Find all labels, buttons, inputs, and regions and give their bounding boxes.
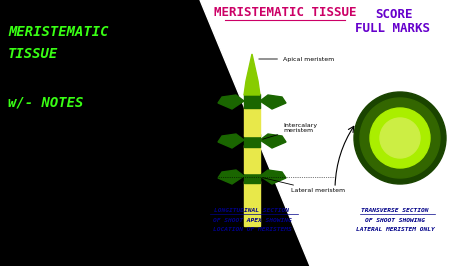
Text: TRANSVERSE SECTION: TRANSVERSE SECTION xyxy=(361,208,429,213)
Circle shape xyxy=(380,118,420,158)
Text: MERISTEMATIC: MERISTEMATIC xyxy=(8,25,109,39)
Polygon shape xyxy=(244,54,260,95)
Text: LATERAL MERISTEM ONLY: LATERAL MERISTEM ONLY xyxy=(356,227,434,232)
Circle shape xyxy=(354,92,446,184)
Bar xyxy=(244,171,260,183)
Bar xyxy=(244,145,260,173)
Text: Apical meristem: Apical meristem xyxy=(259,56,334,61)
Text: LOCATION OF MERISTEMS: LOCATION OF MERISTEMS xyxy=(213,227,292,232)
Polygon shape xyxy=(218,134,244,148)
Text: OF SHOOT APEX SHOWING: OF SHOOT APEX SHOWING xyxy=(213,218,292,223)
Bar xyxy=(244,134,260,147)
Text: FULL MARKS: FULL MARKS xyxy=(355,22,430,35)
Text: SCORE: SCORE xyxy=(375,8,412,21)
Polygon shape xyxy=(218,170,244,184)
Text: MERISTEMATIC TISSUE: MERISTEMATIC TISSUE xyxy=(214,6,356,19)
Text: Lateral meristem: Lateral meristem xyxy=(263,178,345,193)
Text: Intercalary
meristem: Intercalary meristem xyxy=(263,123,317,139)
Polygon shape xyxy=(218,95,244,109)
Bar xyxy=(244,94,260,108)
Polygon shape xyxy=(260,170,286,184)
Bar xyxy=(244,181,260,226)
Polygon shape xyxy=(260,95,286,109)
Text: OF SHOOT SHOWING: OF SHOOT SHOWING xyxy=(365,218,425,223)
Text: TISSUE: TISSUE xyxy=(8,47,58,61)
Circle shape xyxy=(370,108,430,168)
Text: w/- NOTES: w/- NOTES xyxy=(8,95,83,109)
Polygon shape xyxy=(260,134,286,148)
Polygon shape xyxy=(0,0,310,266)
Text: LONGITUDINAL SECTION: LONGITUDINAL SECTION xyxy=(215,208,290,213)
Polygon shape xyxy=(200,0,474,266)
Bar xyxy=(244,106,260,136)
Circle shape xyxy=(360,98,440,178)
